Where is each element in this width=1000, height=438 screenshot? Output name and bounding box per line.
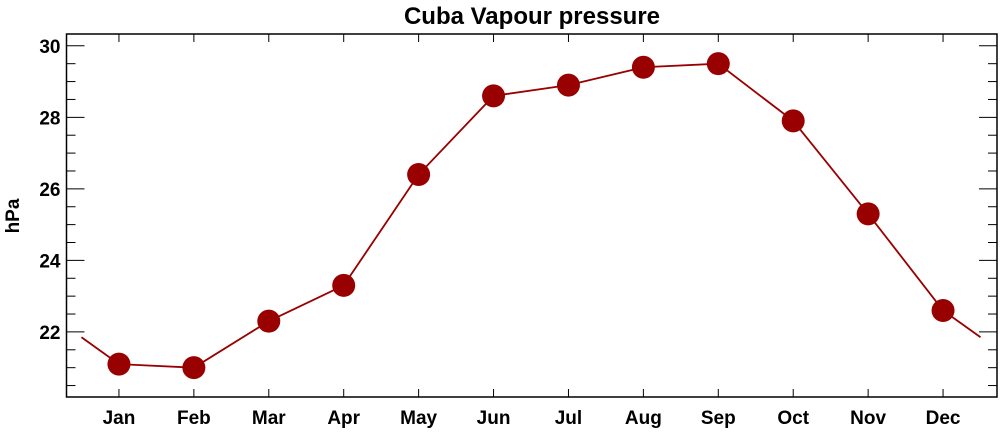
y-axis-label: hPa (3, 198, 24, 233)
data-point (182, 356, 206, 380)
x-tick-label: Aug (625, 408, 662, 429)
x-tick-label: Oct (777, 408, 809, 429)
data-point (781, 109, 805, 133)
data-point (482, 84, 506, 108)
x-tick-label: Jul (555, 408, 582, 429)
y-tick-label: 22 (39, 323, 60, 344)
x-tick-label: Nov (850, 408, 886, 429)
series-line (80, 62, 982, 369)
data-point (257, 309, 281, 333)
data-point (631, 55, 655, 79)
x-tick-label: Feb (177, 408, 211, 429)
x-tick-label: Jun (477, 408, 511, 429)
data-point (856, 202, 880, 226)
data-point (706, 52, 730, 76)
x-tick-label: May (400, 408, 437, 429)
x-tick-label: Dec (926, 408, 961, 429)
data-point (407, 163, 431, 187)
data-point (107, 352, 131, 376)
x-tick-label: Sep (701, 408, 736, 429)
y-tick-label: 28 (39, 108, 60, 129)
y-tick-label: 30 (39, 37, 60, 58)
y-tick-label: 24 (39, 251, 61, 272)
x-tick-label: Apr (327, 408, 360, 429)
data-point (556, 73, 580, 97)
series (80, 52, 982, 380)
axes: 22 24 26 28 30 Jan Feb Mar Apr May Jun Jul Aug Sep Oct… (39, 33, 998, 429)
data-point (931, 298, 955, 322)
chart-title: Cuba Vapour pressure (404, 3, 660, 30)
data-point (332, 273, 356, 297)
plot-frame (65, 33, 998, 398)
y-tick-label: 26 (39, 180, 60, 201)
x-tick-label: Mar (252, 408, 286, 429)
x-tick-label: Jan (103, 408, 136, 429)
